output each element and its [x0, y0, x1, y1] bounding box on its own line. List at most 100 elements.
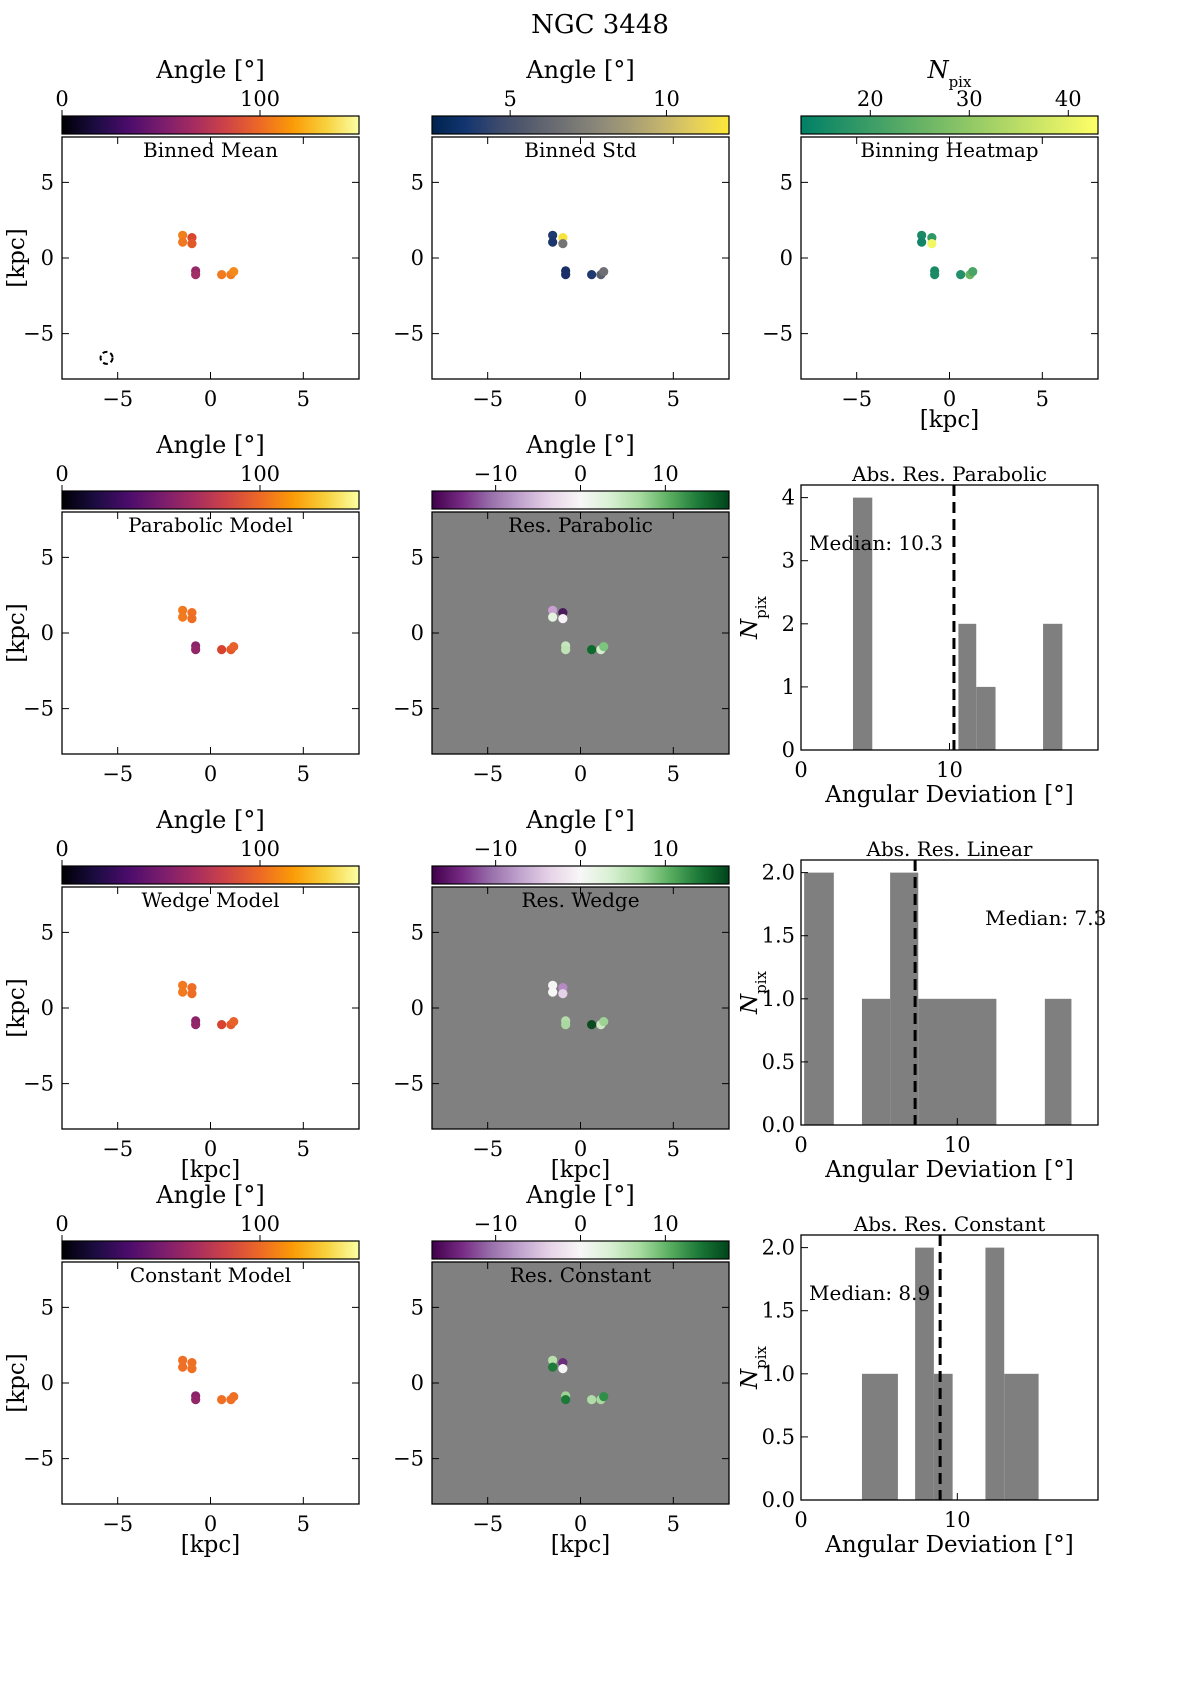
data-point	[548, 237, 558, 247]
histogram-bar	[1004, 1373, 1039, 1500]
y-tick-label: 0	[41, 996, 54, 1020]
panel-title: Res. Constant	[510, 1263, 651, 1287]
colorbar	[61, 490, 360, 510]
x-tick-label: 0	[943, 387, 956, 411]
y-axis-label-sub: pix	[752, 1345, 770, 1368]
y-tick-label: −5	[23, 322, 54, 346]
y-tick-label: 5	[780, 170, 793, 194]
data-point	[558, 239, 568, 249]
y-tick-label: 5	[411, 920, 424, 944]
data-point	[599, 642, 609, 652]
y-tick-label: 0.0	[762, 1113, 795, 1137]
x-tick-label: −5	[102, 1512, 133, 1536]
panel-title: Constant Model	[130, 1263, 291, 1287]
colorbar	[61, 1240, 360, 1260]
data-point	[548, 612, 558, 622]
x-tick-label: 5	[297, 1137, 310, 1161]
histogram-bar	[918, 998, 997, 1125]
y-axis-label-sub: pix	[752, 595, 770, 618]
plot-area	[62, 137, 359, 379]
x-tick-label: 5	[667, 1137, 680, 1161]
colorbar	[431, 1240, 730, 1260]
x-tick-label: 5	[667, 762, 680, 786]
colorbar	[431, 490, 730, 510]
panel-title: Binned Std	[524, 138, 637, 162]
plot-area	[432, 1262, 729, 1504]
axes-frame	[431, 511, 730, 755]
data-point	[548, 1355, 558, 1365]
y-axis-label: [kpc]	[4, 978, 30, 1038]
data-point	[229, 642, 239, 652]
y-tick-label: 4	[782, 486, 795, 510]
colorbar-tick-label: −10	[473, 837, 517, 861]
y-tick-label: 0	[41, 1371, 54, 1395]
y-axis-label: [kpc]	[4, 603, 30, 663]
x-tick-label: −5	[472, 387, 503, 411]
y-axis-label: [kpc]	[4, 228, 30, 288]
data-point	[191, 1395, 201, 1405]
data-point	[561, 270, 571, 280]
panel-4: −10 0 10 Angle [°] −5 0 5 −5 0 5 Res. Parabolic	[393, 431, 730, 786]
x-axis-label: [kpc]	[920, 407, 980, 433]
y-tick-label: −5	[23, 697, 54, 721]
data-point	[558, 614, 568, 624]
data-point	[587, 645, 597, 655]
colorbar-tick-label: −10	[473, 462, 517, 486]
plot-area	[801, 137, 1098, 379]
panel-title: Wedge Model	[141, 888, 279, 912]
colorbar-tick-label: 0	[574, 1212, 587, 1236]
axes-frame	[61, 886, 360, 1130]
data-point	[599, 267, 609, 277]
x-axis-label: [kpc]	[551, 1532, 611, 1558]
colorbar-tick-label: 30	[956, 87, 983, 111]
y-tick-label: 5	[41, 920, 54, 944]
panel-7: −10 0 10 Angle [°] −5 0 5 −5 0 5 Res. Wedge [kpc]	[393, 806, 730, 1183]
data-point	[917, 230, 927, 240]
panel-2: 20 30 40 Npix −5 0 5 −5 0 5 Binning Heatmap [kpc]	[762, 56, 1099, 433]
data-point	[548, 605, 558, 615]
axes-frame	[800, 859, 1099, 1126]
data-point	[561, 645, 571, 655]
x-tick-label: 5	[297, 387, 310, 411]
x-tick-label: 0	[574, 387, 587, 411]
colorbar-label: Angle [°]	[525, 56, 634, 84]
y-axis-label: Npix	[737, 595, 770, 640]
data-point	[917, 237, 927, 247]
y-tick-label: 5	[41, 545, 54, 569]
x-axis-label: [kpc]	[181, 1157, 241, 1183]
data-point	[178, 987, 188, 997]
data-point	[956, 270, 966, 280]
histogram-bar	[861, 1373, 898, 1500]
colorbar-label: Angle [°]	[155, 806, 264, 834]
y-tick-label: 0.5	[762, 1050, 795, 1074]
y-axis-label: [kpc]	[4, 1353, 30, 1413]
x-tick-label: −5	[102, 762, 133, 786]
colorbar-label: Npix	[927, 56, 972, 91]
y-tick-label: 2.0	[762, 1236, 795, 1260]
colorbar	[61, 115, 360, 135]
histogram-bar	[933, 1373, 953, 1500]
colorbar-tick-label: 10	[652, 837, 679, 861]
histogram-bar	[958, 623, 977, 750]
x-tick-label: 0	[794, 758, 807, 782]
axes-frame	[61, 511, 360, 755]
panel-title: Binned Mean	[143, 138, 278, 162]
y-tick-label: 0	[411, 1371, 424, 1395]
x-tick-label: −5	[472, 1137, 503, 1161]
y-tick-label: 5	[41, 170, 54, 194]
y-tick-label: 3	[782, 549, 795, 573]
y-tick-label: 0	[41, 246, 54, 270]
y-axis-label-sub: pix	[752, 970, 770, 993]
plot-area	[62, 512, 359, 754]
data-point	[587, 270, 597, 280]
x-tick-label: 5	[297, 1512, 310, 1536]
colorbar-label: Angle [°]	[525, 431, 634, 459]
y-tick-label: 0	[411, 996, 424, 1020]
panel-title: Binning Heatmap	[860, 138, 1038, 162]
colorbar-tick-label: 100	[240, 87, 280, 111]
data-point	[187, 989, 197, 999]
x-tick-label: 5	[1036, 387, 1049, 411]
x-tick-label: 5	[667, 1512, 680, 1536]
y-tick-label: 2	[782, 612, 795, 636]
colorbar-tick-label: 0	[55, 1212, 68, 1236]
